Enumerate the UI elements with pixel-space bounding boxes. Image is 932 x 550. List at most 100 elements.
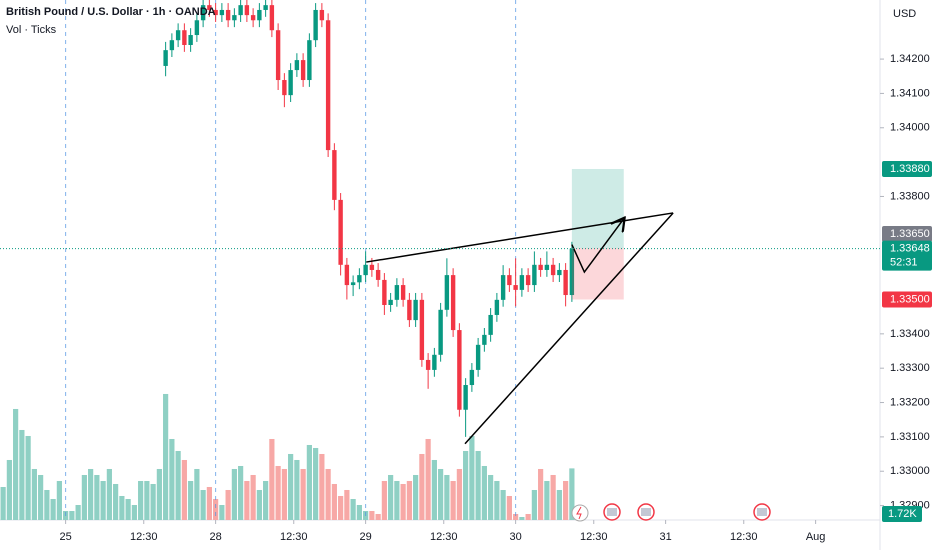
volume-bar <box>194 468 200 520</box>
position-profit <box>571 168 624 248</box>
volume-bar <box>88 468 94 520</box>
volume-bar <box>131 504 137 520</box>
volume-bar <box>481 465 487 520</box>
candle-body <box>319 9 325 21</box>
y-tick-label: 1.33100 <box>890 431 930 443</box>
volume-bar <box>325 468 331 520</box>
volume-bar <box>269 438 275 520</box>
candle-body <box>363 264 368 276</box>
candle-body <box>488 314 493 335</box>
x-tick-label: 31 <box>660 531 672 543</box>
volume-bar <box>56 480 62 520</box>
chart-subtitle: Vol · Ticks <box>6 24 57 36</box>
candle-body <box>475 344 481 370</box>
volume-bar <box>456 468 462 520</box>
candle-body <box>513 285 518 290</box>
volume-bar <box>556 489 562 520</box>
candle-body <box>269 5 275 31</box>
volume-bar <box>375 513 381 520</box>
volume-bar <box>281 468 287 520</box>
volume-bar <box>175 450 181 520</box>
volume-bar <box>463 450 469 520</box>
event-icons <box>571 503 771 522</box>
candle-body <box>263 5 268 10</box>
volume-bar <box>113 483 119 520</box>
candle-body <box>294 60 300 71</box>
volume-bar <box>219 504 225 520</box>
volume-bar <box>250 474 256 520</box>
arrow-path <box>571 219 624 274</box>
trendline <box>464 212 674 445</box>
volume-bar <box>81 474 87 520</box>
candle-body <box>544 264 550 270</box>
currency: USD <box>893 8 916 20</box>
candle-body <box>194 20 200 36</box>
candle-body <box>425 359 431 370</box>
volume-bar <box>469 435 475 520</box>
y-tick-label: 1.33400 <box>890 328 930 340</box>
volume-bar <box>550 474 556 520</box>
position-loss <box>571 247 624 300</box>
countdown: 52:31 <box>890 257 918 269</box>
candle-body <box>238 5 243 16</box>
candle-body <box>500 275 506 300</box>
x-tick-label: 12:30 <box>730 531 758 543</box>
candle-body <box>213 9 218 16</box>
candle-body <box>400 285 406 300</box>
volume-bar <box>288 453 294 520</box>
candle-body <box>357 275 362 283</box>
volume-bar <box>331 483 337 520</box>
x-tick-label: 30 <box>510 531 522 543</box>
volume-bar <box>225 489 231 520</box>
x-tick-label: 29 <box>360 531 372 543</box>
candle-body <box>538 264 543 270</box>
volume-bar <box>94 474 100 520</box>
candle-body <box>325 20 331 151</box>
volume-bar <box>500 489 506 520</box>
volume-bar <box>0 486 6 520</box>
y-tick-label: 1.34100 <box>890 87 930 99</box>
volume-bar <box>25 435 31 520</box>
candle-body <box>175 30 181 41</box>
volume-bar <box>275 465 281 520</box>
candle-body <box>394 285 400 300</box>
candle-body <box>250 15 256 21</box>
x-tick-label: Aug <box>806 531 826 543</box>
volume-bar <box>181 459 187 520</box>
volume-bar <box>438 468 444 520</box>
volume-bar <box>169 438 175 520</box>
volume-bar <box>200 489 206 520</box>
volume-bar <box>119 495 125 520</box>
target-label: 1.33880 <box>890 163 930 175</box>
volume-bar <box>350 498 356 520</box>
last-price-label: 1.33648 <box>890 243 930 255</box>
volume-bar <box>544 480 550 520</box>
volume-bar <box>13 408 19 520</box>
candle-body <box>344 264 350 286</box>
candle-body <box>482 334 487 345</box>
volume-bar <box>50 498 56 520</box>
price-pane <box>0 0 880 520</box>
volume-label: 1.72K <box>888 508 917 520</box>
chart-title: British Pound / U.S. Dollar · 1h · OANDA <box>6 6 216 18</box>
volume-bar <box>513 513 519 520</box>
entry-label-bg <box>882 225 932 242</box>
candle-body <box>532 264 537 286</box>
volume-bar <box>300 468 306 520</box>
volume-bar <box>106 468 112 520</box>
candle-body <box>413 299 418 321</box>
entry-label: 1.33650 <box>890 228 930 240</box>
candle-body <box>382 279 387 305</box>
volume-bar <box>506 495 512 520</box>
volume-bar <box>144 480 150 520</box>
candle-body <box>207 5 212 10</box>
volume-bar <box>156 468 162 520</box>
candle-body <box>369 264 375 270</box>
volume-bar <box>356 504 362 520</box>
candle-body <box>219 9 225 16</box>
x-tick-label: 12:30 <box>430 531 458 543</box>
volume-pane <box>0 393 575 520</box>
target-label-bg <box>882 160 932 177</box>
candle-body <box>163 50 168 66</box>
